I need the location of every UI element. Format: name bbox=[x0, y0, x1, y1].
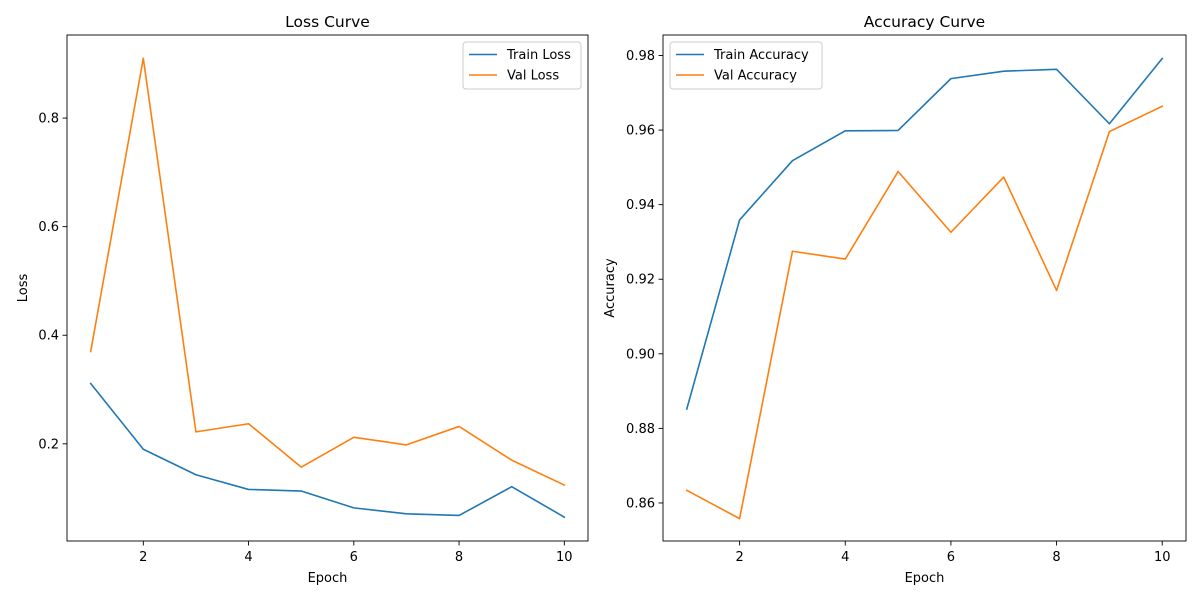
legend-label: Val Loss bbox=[507, 69, 559, 84]
x-tick-label: 8 bbox=[455, 550, 463, 565]
legend: Train Accuracy Val Accuracy bbox=[669, 41, 823, 90]
x-tick-label: 6 bbox=[350, 550, 358, 565]
plot-frame bbox=[66, 34, 589, 542]
plot-frame bbox=[662, 34, 1187, 542]
x-tick-label: 2 bbox=[735, 550, 743, 565]
y-tick-label: 0.88 bbox=[626, 422, 655, 437]
legend-label: Train Loss bbox=[506, 48, 571, 63]
chart-panel-loss: 2 4 6 8 10 0.2 0.4 0.6 0.8 Loss Curve Epoch Loss Tra… bbox=[16, 13, 589, 586]
series-line-train-loss bbox=[89, 382, 566, 519]
y-tick-label: 0.8 bbox=[38, 112, 59, 127]
legend-label: Train Accuracy bbox=[713, 48, 809, 63]
x-tick-label: 6 bbox=[947, 550, 955, 565]
x-tick-label: 10 bbox=[1154, 550, 1171, 565]
y-tick-label: 0.2 bbox=[38, 437, 59, 452]
x-tick-label: 4 bbox=[841, 550, 849, 565]
x-axis-label: Epoch bbox=[905, 571, 945, 586]
y-tick-label: 0.96 bbox=[626, 124, 655, 139]
y-tick-label: 0.92 bbox=[626, 273, 655, 288]
x-axis-label: Epoch bbox=[308, 571, 348, 586]
chart-panel-accuracy: 2 4 6 8 10 0.86 0.88 0.90 0.92 0.94 0.96 0.98 Accura… bbox=[603, 13, 1187, 586]
legend-label: Val Accuracy bbox=[714, 69, 797, 84]
legend-box bbox=[669, 41, 823, 90]
x-tick-label: 8 bbox=[1052, 550, 1060, 565]
y-tick-label: 0.94 bbox=[626, 198, 655, 213]
chart-title: Accuracy Curve bbox=[864, 13, 985, 31]
x-tick-label: 2 bbox=[139, 550, 147, 565]
x-tick-label: 4 bbox=[244, 550, 252, 565]
x-tick-label: 10 bbox=[556, 550, 573, 565]
legend: Train Loss Val Loss bbox=[462, 41, 582, 90]
y-tick-label: 0.6 bbox=[38, 220, 59, 235]
y-tick-label: 0.90 bbox=[626, 347, 655, 362]
y-tick-label: 0.4 bbox=[38, 329, 59, 344]
y-axis-label: Loss bbox=[16, 274, 31, 303]
series-line-train-accuracy bbox=[685, 57, 1164, 410]
series-line-val-accuracy bbox=[685, 105, 1164, 520]
chart-title: Loss Curve bbox=[285, 13, 370, 31]
series-line-val-loss bbox=[89, 57, 566, 487]
y-tick-label: 0.98 bbox=[626, 49, 655, 64]
y-axis-label: Accuracy bbox=[603, 258, 618, 318]
y-tick-label: 0.86 bbox=[626, 496, 655, 511]
